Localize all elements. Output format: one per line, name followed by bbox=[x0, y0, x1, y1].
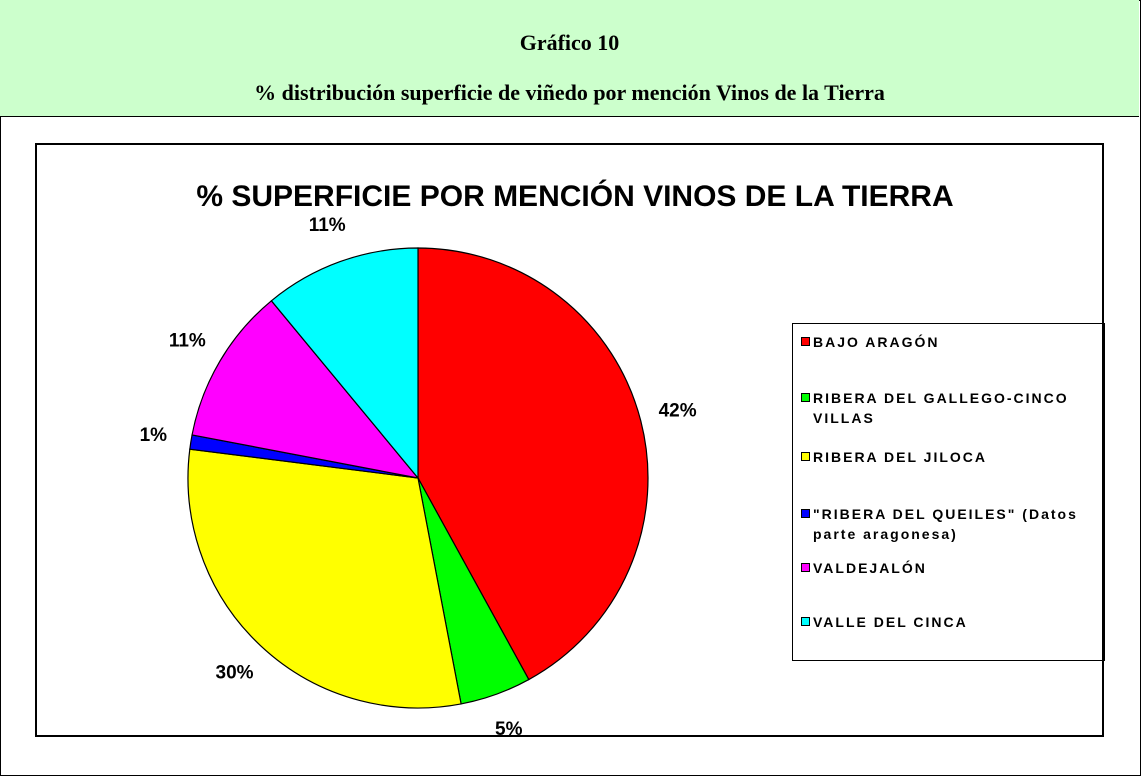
data-label: 11% bbox=[309, 215, 346, 236]
legend-label: "RIBERA DEL QUEILES" (Datos parte aragon… bbox=[813, 506, 1078, 542]
data-label: 30% bbox=[216, 662, 254, 683]
legend-swatch bbox=[801, 452, 810, 461]
legend-entry: BAJO ARAGÓN bbox=[801, 332, 1101, 352]
legend-label: VALLE DEL CINCA bbox=[813, 614, 968, 630]
data-label: 42% bbox=[659, 400, 697, 421]
legend-entry: RIBERA DEL GALLEGO-CINCO VILLAS bbox=[801, 388, 1101, 428]
pie-slice bbox=[417, 247, 649, 681]
legend-entry: VALLE DEL CINCA bbox=[801, 612, 1101, 632]
legend-swatch bbox=[801, 563, 810, 572]
legend-entry: "RIBERA DEL QUEILES" (Datos parte aragon… bbox=[801, 504, 1101, 544]
data-label: 1% bbox=[140, 425, 168, 446]
legend-swatch bbox=[801, 509, 810, 518]
legend-swatch bbox=[801, 337, 810, 346]
data-label: 5% bbox=[495, 719, 523, 740]
header-title: Gráfico 10 bbox=[519, 30, 620, 55]
chart-title: % SUPERFICIE POR MENCIÓN VINOS DE LA TIE… bbox=[196, 179, 953, 213]
header-subtitle: % distribución superficie de viñedo por … bbox=[254, 80, 885, 105]
legend-entry: VALDEJALÓN bbox=[801, 558, 1101, 578]
legend-swatch bbox=[801, 617, 810, 626]
legend-label: RIBERA DEL GALLEGO-CINCO VILLAS bbox=[813, 390, 1069, 426]
legend-swatch bbox=[801, 393, 810, 402]
legend: BAJO ARAGÓN RIBERA DEL GALLEGO-CINCO VILL… bbox=[792, 323, 1105, 661]
data-label: 11% bbox=[169, 331, 206, 352]
header: Gráfico 10 % distribución superficie de … bbox=[0, 0, 1139, 117]
legend-label: RIBERA DEL JILOCA bbox=[813, 449, 988, 465]
pie-slice bbox=[270, 247, 419, 480]
legend-label: BAJO ARAGÓN bbox=[813, 334, 940, 350]
legend-entry: RIBERA DEL JILOCA bbox=[801, 447, 1101, 467]
legend-label: VALDEJALÓN bbox=[813, 560, 927, 576]
pie-slice bbox=[187, 448, 462, 709]
pie-slice bbox=[191, 299, 420, 479]
chart-frame bbox=[35, 143, 1104, 737]
